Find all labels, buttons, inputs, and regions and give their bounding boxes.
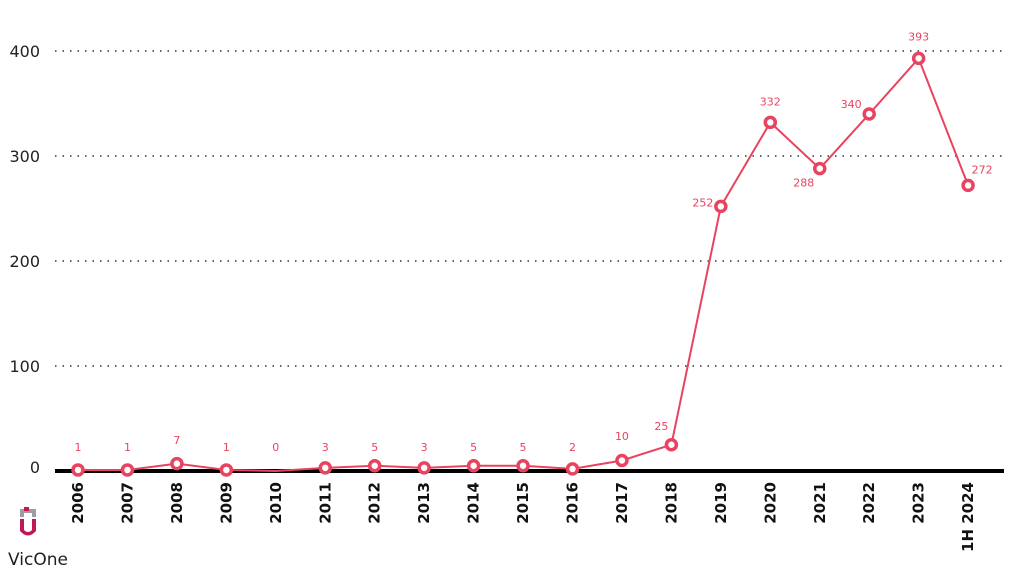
data-point — [961, 178, 975, 193]
y-axis-ticks: 0 100 200 300 400 — [9, 42, 40, 477]
data-point — [813, 161, 827, 176]
data-point — [120, 463, 135, 477]
data-label: 7 — [173, 434, 180, 447]
x-tick-label: 2017 — [613, 482, 631, 524]
data-label: 1 — [75, 441, 82, 454]
x-tick-label: 2008 — [168, 482, 186, 524]
x-tick-label: 2014 — [465, 482, 483, 524]
y-tick-label: 200 — [9, 252, 40, 271]
x-tick-label: 2019 — [712, 482, 730, 524]
data-label: 1 — [223, 441, 230, 454]
x-tick-label: 2007 — [118, 482, 136, 524]
x-tick-label: 2021 — [811, 482, 829, 524]
data-point — [170, 456, 184, 471]
vicone-shield-icon — [20, 507, 36, 536]
data-point — [911, 51, 926, 66]
x-tick-label: 2018 — [662, 482, 680, 524]
y-tick-label: 300 — [9, 147, 40, 166]
x-tick-label: 2011 — [316, 482, 334, 524]
data-point — [714, 199, 728, 214]
x-tick-label: 2022 — [860, 482, 878, 524]
series-line — [78, 56, 970, 473]
data-label: 332 — [760, 95, 781, 108]
data-point — [367, 459, 382, 473]
vicone-logo: VicOne — [8, 507, 68, 570]
data-point — [664, 438, 679, 452]
data-point — [71, 463, 85, 477]
gridlines — [55, 50, 1004, 367]
data-point — [565, 462, 580, 476]
data-label: 5 — [470, 441, 477, 454]
data-label: 25 — [654, 420, 668, 433]
x-tick-label: 2023 — [910, 482, 928, 524]
data-point — [763, 115, 778, 130]
data-label: 393 — [908, 30, 929, 43]
data-markers — [71, 51, 975, 477]
x-tick-label: 1H 2024 — [959, 482, 977, 552]
y-tick-label: 100 — [9, 357, 40, 376]
data-point — [466, 459, 481, 473]
y-tick-label: 0 — [30, 458, 40, 477]
x-tick-label: 2012 — [366, 482, 384, 524]
data-label: 340 — [841, 98, 862, 111]
data-point — [862, 107, 876, 121]
data-label: 2 — [569, 441, 576, 454]
data-label: 272 — [972, 163, 993, 176]
x-tick-label: 2006 — [69, 482, 87, 524]
data-label: 5 — [520, 441, 527, 454]
data-label: 3 — [421, 441, 428, 454]
data-label: 5 — [371, 441, 378, 454]
x-axis-ticks: 2006 2007 2008 2009 2010 2011 2012 2013 2014 2015… — [69, 482, 977, 552]
data-point — [219, 463, 234, 477]
x-tick-label: 2013 — [415, 482, 433, 524]
x-tick-label: 2009 — [217, 482, 235, 524]
data-label: 252 — [692, 196, 713, 209]
series-line-group — [78, 56, 970, 473]
brand-name: VicOne — [8, 550, 68, 570]
x-tick-label: 2015 — [514, 482, 532, 524]
data-label: 3 — [322, 441, 329, 454]
data-point — [615, 453, 629, 468]
data-label: 0 — [272, 441, 279, 454]
data-label: 288 — [793, 177, 814, 190]
data-label: 10 — [615, 430, 629, 443]
x-tick-label: 2016 — [564, 482, 582, 524]
y-tick-label: 400 — [9, 42, 40, 61]
data-point — [417, 461, 431, 475]
x-tick-label: 2010 — [267, 482, 285, 524]
x-tick-label: 2020 — [761, 482, 779, 524]
data-label: 1 — [124, 441, 131, 454]
data-point — [516, 459, 530, 473]
data-point — [318, 461, 332, 475]
